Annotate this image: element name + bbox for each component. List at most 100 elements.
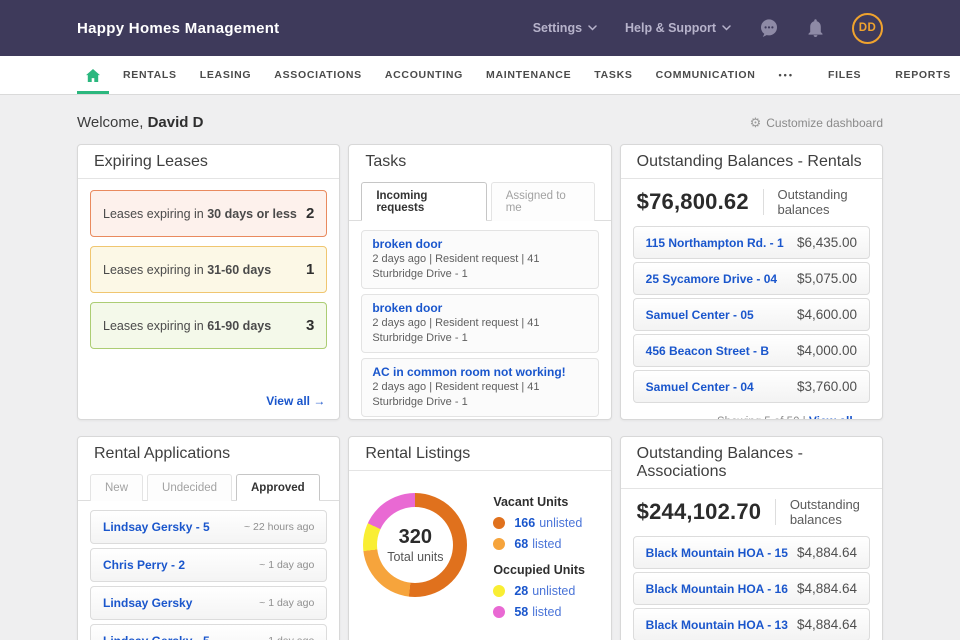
property-link[interactable]: Samuel Center - 05 (645, 307, 754, 322)
balance-row[interactable]: 25 Sycamore Drive - 04 $5,075.00 (632, 262, 870, 295)
property-link[interactable]: 115 Northampton Rd. - 1 (645, 235, 784, 250)
top-navbar: Happy Homes Management Settings Help & S… (0, 0, 960, 56)
legend-item[interactable]: 58 listed (493, 605, 585, 619)
application-time: ~ 22 hours ago (243, 521, 315, 533)
balance-row[interactable]: Black Mountain HOA - 16 $4,884.64 (632, 572, 870, 605)
lease-row[interactable]: Leases expiring in 30 days or less 2 (90, 190, 328, 237)
balance-amount: $4,884.64 (796, 545, 857, 560)
task-title: broken door (372, 300, 443, 315)
task-title: AC in common room not working! (372, 364, 566, 379)
applicant-link[interactable]: Lindsay Gersky (103, 596, 193, 610)
balance-row[interactable]: Samuel Center - 05 $4,600.00 (632, 298, 870, 331)
balance-amount: $5,075.00 (796, 271, 857, 286)
nav-item-rentals[interactable]: RENTALS (123, 69, 177, 81)
balance-amount: $3,760.00 (796, 379, 857, 394)
welcome-username: David D (147, 114, 204, 131)
nav-item-accounting[interactable]: ACCOUNTING (384, 69, 464, 81)
property-link[interactable]: 456 Beacon Street - B (645, 343, 770, 358)
application-row[interactable]: Chris Perry - 2 ~ 1 day ago (90, 548, 328, 582)
legend-item[interactable]: 28 unlisted (493, 584, 585, 598)
balance-row[interactable]: 115 Northampton Rd. - 1 $6,435.00 (632, 226, 870, 259)
property-link[interactable]: 25 Sycamore Drive - 04 (645, 271, 778, 286)
balances-footer-text: Showing 5 of 50 | (717, 416, 809, 419)
legend-value: 28 (514, 584, 529, 598)
nav-item-tasks[interactable]: TASKS (594, 69, 633, 81)
total-balance-label: Outstanding balances (789, 497, 860, 527)
card-title: Tasks (365, 153, 407, 170)
notifications-bell-icon[interactable] (807, 19, 824, 37)
balance-row[interactable]: Black Mountain HOA - 15 $4,884.64 (632, 536, 870, 569)
application-time: ~ 1 day ago (259, 635, 314, 640)
application-row[interactable]: Lindsay Gersky ~ 1 day ago (90, 586, 328, 620)
view-all-link[interactable]: View all → (266, 394, 326, 408)
association-link[interactable]: Black Mountain HOA - 15 (645, 545, 788, 560)
legend-label: listed (532, 537, 562, 551)
balance-amount: $4,884.64 (796, 617, 857, 632)
application-row[interactable]: Lindsay Gersky - 5 ~ 1 day ago (90, 624, 328, 640)
task-meta: 2 days ago | Resident request | 41 Sturb… (372, 253, 540, 281)
nav-item-maintenance[interactable]: MAINTENANCE (486, 69, 572, 81)
legend-dot (493, 585, 506, 597)
lease-row-label: Leases expiring in 30 days or less (103, 206, 297, 221)
lease-row[interactable]: Leases expiring in 31-60 days 1 (90, 246, 328, 293)
total-balance: $244,102.70 (636, 499, 762, 524)
card-title: Outstanding Balances - Associations (620, 437, 882, 489)
nav-item-files[interactable]: FILES (827, 69, 862, 81)
balance-row[interactable]: 456 Beacon Street - B $4,000.00 (632, 334, 870, 367)
avatar-initials: DD (858, 22, 877, 34)
applicant-link[interactable]: Chris Perry - 2 (103, 558, 186, 572)
balances-associations-card: Outstanding Balances - Associations $244… (619, 436, 883, 640)
user-avatar[interactable]: DD (852, 12, 883, 44)
legend-item[interactable]: 68 listed (493, 537, 585, 551)
balance-amount: $4,884.64 (796, 581, 857, 596)
help-support-menu[interactable]: Help & Support (625, 21, 731, 35)
nav-more-menu[interactable]: ••• (778, 70, 794, 80)
tasks-card: Tasks Incoming requests Assigned to me b… (348, 144, 612, 420)
nav-item-associations[interactable]: ASSOCIATIONS (274, 69, 362, 81)
legend-label: listed (532, 605, 562, 619)
association-link[interactable]: Black Mountain HOA - 16 (645, 581, 788, 596)
tab-undecided[interactable]: Undecided (147, 474, 232, 501)
application-row[interactable]: Lindsay Gersky - 5 ~ 22 hours ago (90, 510, 328, 544)
tab-assigned-to-me[interactable]: Assigned to me (490, 182, 595, 221)
balance-amount: $4,000.00 (796, 343, 857, 358)
customize-dashboard-button[interactable]: ⚙ Customize dashboard (750, 116, 883, 130)
lease-row[interactable]: Leases expiring in 61-90 days 3 (90, 302, 328, 349)
property-link[interactable]: Samuel Center - 04 (645, 379, 754, 394)
legend-dot (493, 606, 506, 618)
nav-item-home[interactable] (77, 56, 109, 94)
home-icon (86, 68, 100, 82)
applicant-link[interactable]: Lindsay Gersky - 5 (103, 634, 210, 640)
task-item[interactable]: AC in common room not working! 2 days ag… (361, 357, 599, 417)
total-units-value: 320 (398, 526, 433, 548)
association-link[interactable]: Black Mountain HOA - 13 (645, 617, 788, 632)
legend-value: 166 (514, 516, 536, 530)
card-title: Rental Applications (94, 445, 231, 462)
task-item[interactable]: broken door 2 days ago | Resident reques… (361, 230, 599, 289)
settings-menu[interactable]: Settings (533, 21, 597, 35)
tab-approved[interactable]: Approved (236, 474, 320, 501)
app-title: Happy Homes Management (77, 19, 280, 37)
nav-item-reports[interactable]: REPORTS (895, 69, 951, 81)
tab-new[interactable]: New (90, 474, 144, 501)
tab-incoming-requests[interactable]: Incoming requests (361, 182, 487, 221)
nav-item-leasing[interactable]: LEASING (199, 69, 252, 81)
legend-value: 58 (514, 605, 529, 619)
balance-amount: $6,435.00 (796, 235, 857, 250)
card-title: Rental Listings (349, 437, 611, 471)
balance-row[interactable]: Black Mountain HOA - 13 $4,884.64 (632, 608, 870, 640)
applicant-link[interactable]: Lindsay Gersky - 5 (103, 520, 210, 534)
legend-dot (493, 538, 506, 550)
chevron-down-icon (722, 25, 731, 31)
task-item[interactable]: broken door 2 days ago | Resident reques… (361, 293, 599, 353)
nav-item-communication[interactable]: COMMUNICATION (655, 69, 756, 81)
legend-heading: Occupied Units (493, 563, 586, 577)
balance-row[interactable]: Samuel Center - 04 $3,760.00 (632, 370, 870, 403)
legend-item[interactable]: 166 unlisted (493, 516, 585, 530)
view-all-link[interactable]: View all → (809, 414, 868, 419)
balance-amount: $4,600.00 (796, 307, 857, 322)
active-tab-indicator (77, 91, 109, 94)
lease-count: 2 (305, 205, 315, 222)
chat-icon[interactable] (759, 18, 779, 38)
legend-label: unlisted (532, 584, 576, 598)
